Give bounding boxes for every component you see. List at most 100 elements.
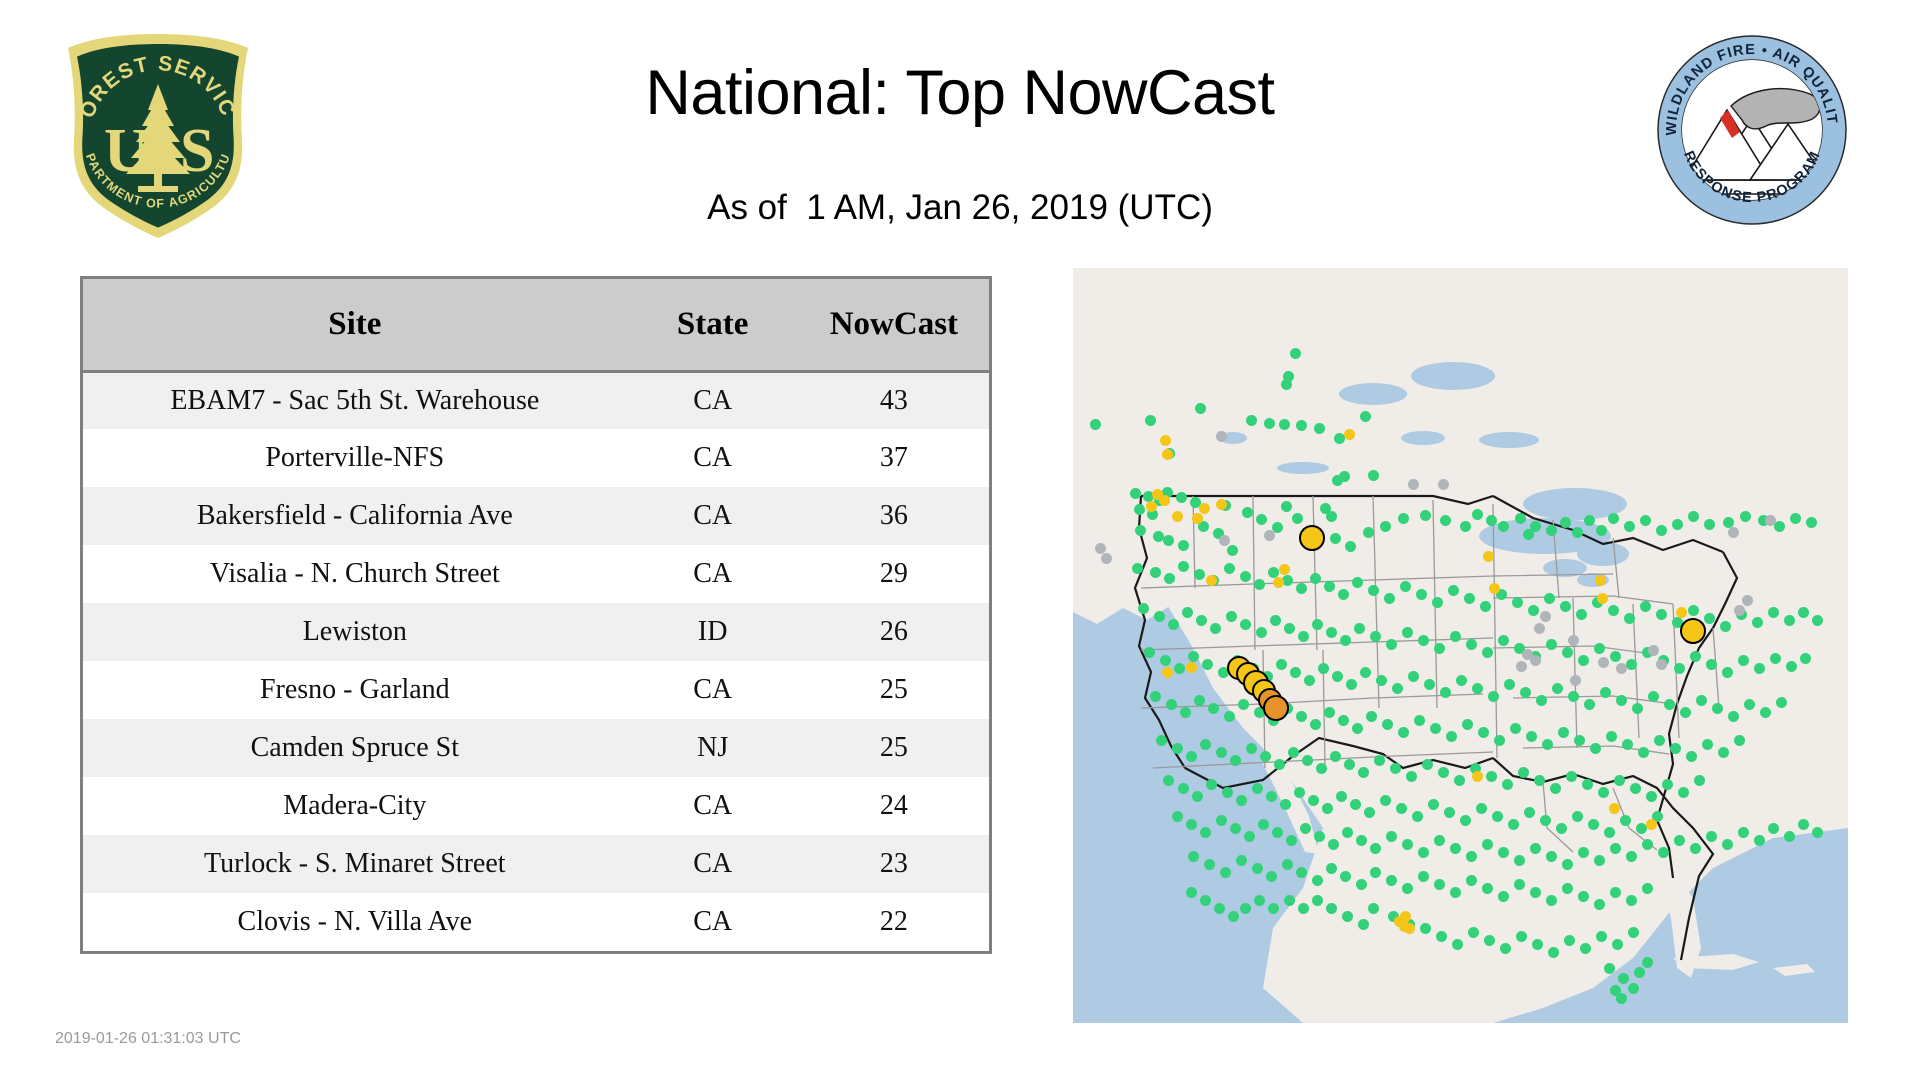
map-dot-moderate [1393, 915, 1405, 927]
map-dot-good [1615, 694, 1627, 706]
map-dot-good [1427, 798, 1439, 810]
map-dot-good [1267, 566, 1279, 578]
map-dot-good [1737, 654, 1749, 666]
table-row[interactable]: Visalia - N. Church Street CA 29 [83, 545, 989, 603]
map-dot-good [1152, 530, 1164, 542]
map-dot-good [1281, 858, 1293, 870]
map-dot-good [1315, 762, 1327, 774]
map-dot-good [1295, 866, 1307, 878]
map-dot-good [1751, 616, 1763, 628]
map-dot-good [1811, 826, 1823, 838]
map-dot-good [1797, 606, 1809, 618]
map-dot-good [1465, 874, 1477, 886]
cell-site: Turlock - S. Minaret Street [83, 835, 627, 893]
cell-site: Fresno - Garland [83, 661, 627, 719]
map-dot-good [1449, 630, 1461, 642]
map-dot-highlighted[interactable] [1263, 695, 1289, 721]
table-row[interactable]: Fresno - Garland CA 25 [83, 661, 989, 719]
map-dot-nodata [1764, 514, 1776, 526]
map-dot-good [1511, 596, 1523, 608]
map-dot-good [1207, 702, 1219, 714]
table-row[interactable]: EBAM7 - Sac 5th St. Warehouse CA 43 [83, 371, 989, 429]
map-dot-good [1701, 738, 1713, 750]
map-dot-highlighted[interactable] [1680, 618, 1706, 644]
table-row[interactable]: Clovis - N. Villa Ave CA 22 [83, 893, 989, 951]
map-dot-good [1617, 972, 1629, 984]
map-dot-good [1397, 512, 1409, 524]
map-dot-good [1485, 514, 1497, 526]
map-dot-good [1379, 794, 1391, 806]
cell-state: CA [626, 429, 799, 487]
cell-site: EBAM7 - Sac 5th St. Warehouse [83, 371, 627, 429]
map-dot-good [1355, 878, 1367, 890]
column-header-state[interactable]: State [626, 279, 799, 373]
map-dot-good [1381, 718, 1393, 730]
map-dot-good [1655, 608, 1667, 620]
map-dot-good [1311, 618, 1323, 630]
map-dot-good [1663, 698, 1675, 710]
map-dot-good [1705, 830, 1717, 842]
national-monitor-map[interactable] [1073, 268, 1848, 1023]
map-dot-nodata [1263, 529, 1275, 541]
map-dot-good [1259, 750, 1271, 762]
map-dot-good [1517, 766, 1529, 778]
table-row[interactable]: Turlock - S. Minaret Street CA 23 [83, 835, 989, 893]
map-dot-good [1497, 520, 1509, 532]
cell-state: CA [626, 893, 799, 951]
map-dot-moderate [1161, 448, 1173, 460]
table-row[interactable]: Porterville-NFS CA 37 [83, 429, 989, 487]
map-dot-good [1653, 734, 1665, 746]
map-dot-good [1279, 798, 1291, 810]
map-dot-moderate [1608, 802, 1620, 814]
map-dot-good [1338, 470, 1350, 482]
map-dot-good [1278, 418, 1290, 430]
map-dot-good [1693, 774, 1705, 786]
map-dot-good [1194, 402, 1206, 414]
map-dot-good [1161, 486, 1173, 498]
table-row[interactable]: Camden Spruce St NJ 25 [83, 719, 989, 777]
map-dot-highlighted[interactable] [1299, 525, 1325, 551]
map-dot-good [1609, 984, 1621, 996]
map-dot-good [1533, 774, 1545, 786]
flame-icon [1720, 110, 1740, 138]
map-dot-good [1579, 942, 1591, 954]
map-dot-good [1177, 782, 1189, 794]
map-dot-good [1727, 710, 1739, 722]
map-dot-good [1657, 846, 1669, 858]
map-dot-good [1337, 714, 1349, 726]
map-dot-good [1343, 758, 1355, 770]
map-dot-good [1309, 572, 1321, 584]
map-dot-nodata [1741, 594, 1753, 606]
map-dot-good [1545, 524, 1557, 536]
map-dot-good [1687, 604, 1699, 616]
map-dot-moderate [1675, 606, 1687, 618]
table-body: EBAM7 - Sac 5th St. Warehouse CA 43 Porterv… [83, 371, 989, 951]
column-header-nowcast[interactable]: NowCast [798, 279, 989, 373]
table-row[interactable]: Lewiston ID 26 [83, 603, 989, 661]
map-dot-good [1477, 726, 1489, 738]
map-dot-good [1271, 826, 1283, 838]
table-row[interactable]: Bakersfield - California Ave CA 36 [83, 487, 989, 545]
map-dot-good [1281, 574, 1293, 586]
map-dot-good [1419, 509, 1431, 521]
map-dot-good [1433, 878, 1445, 890]
map-dot-good [1213, 902, 1225, 914]
cell-nowcast: 24 [798, 777, 989, 835]
map-dot-good [1451, 938, 1463, 950]
map-dot-nodata [1521, 648, 1533, 660]
map-dot-good [1589, 742, 1601, 754]
map-dot-good [1289, 347, 1301, 359]
map-dot-good [1583, 698, 1595, 710]
map-dot-good [1549, 782, 1561, 794]
map-dot-good [1199, 894, 1211, 906]
cell-site: Clovis - N. Villa Ave [83, 893, 627, 951]
map-dot-good [1789, 512, 1801, 524]
table-row[interactable]: Madera-City CA 24 [83, 777, 989, 835]
map-dot-good [1295, 419, 1307, 431]
map-dot-good [1485, 770, 1497, 782]
map-dot-moderate [1215, 498, 1227, 510]
map-dot-good [1499, 942, 1511, 954]
column-header-site[interactable]: Site [83, 279, 627, 373]
cell-nowcast: 43 [798, 371, 989, 429]
map-dot-good [1280, 500, 1292, 512]
